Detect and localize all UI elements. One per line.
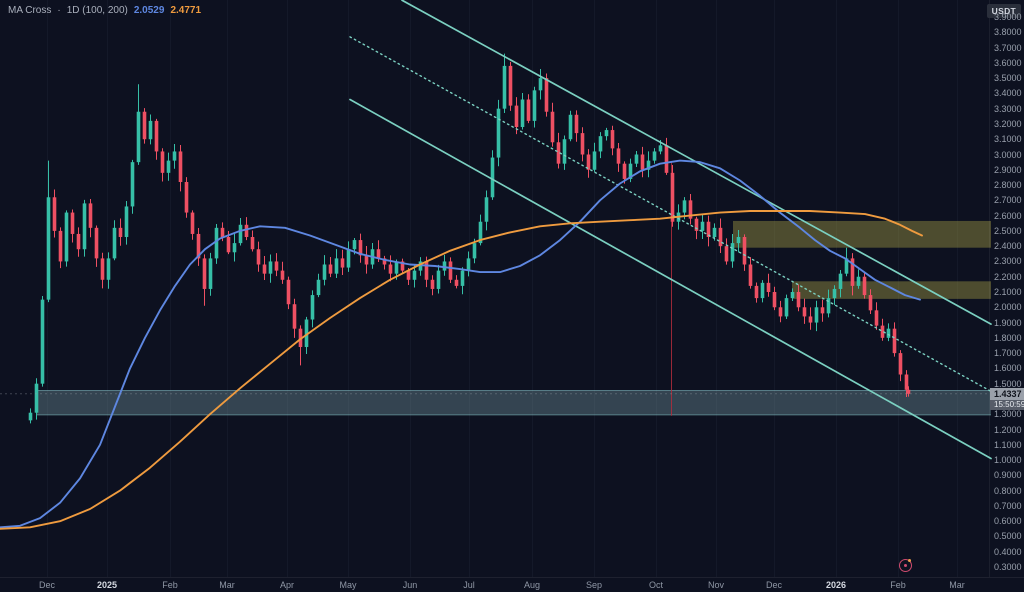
indicator-legend[interactable]: MA Cross · 1D (100, 200) 2.0529 2.4771 [8, 5, 201, 16]
price-tick: 2.2000 [994, 271, 1022, 282]
price-tick: 3.8000 [994, 27, 1022, 38]
time-tick: Feb [890, 580, 906, 590]
last-price-value: 1.4337 [990, 387, 1024, 400]
price-tick: 1.3000 [994, 409, 1022, 420]
price-tick: 2.0000 [994, 302, 1022, 313]
last-price-label: 1.4337 15:50:59 [990, 387, 1024, 410]
price-tick: 3.3000 [994, 103, 1022, 114]
time-axis[interactable]: Dec 2025 Feb Mar Apr May Jun Jul Aug Sep Oct Nov Dec… [0, 577, 1024, 592]
price-tick: 3.1000 [994, 134, 1022, 145]
price-tick: 3.7000 [994, 42, 1022, 53]
indicator-title: MA Cross [8, 5, 52, 16]
time-tick: Jul [463, 580, 475, 590]
price-tick: 1.9000 [994, 317, 1022, 328]
price-tick: 1.2000 [994, 424, 1022, 435]
price-tick: 3.0000 [994, 149, 1022, 160]
time-tick: Dec [38, 580, 56, 590]
price-tick: 1.7000 [994, 348, 1022, 359]
price-tick: 2.1000 [994, 287, 1022, 297]
price-tick: 0.4000 [994, 546, 1022, 557]
ma200-value: 2.4771 [170, 5, 202, 16]
price-tick: 3.2000 [994, 118, 1022, 129]
price-tick: 1.8000 [994, 332, 1022, 343]
time-tick: Nov [707, 580, 725, 590]
event-marker-core-icon [904, 564, 907, 567]
ma100-value: 2.0529 [133, 5, 165, 16]
price-tick: 3.4000 [994, 88, 1022, 99]
price-tick: 2.7000 [994, 195, 1022, 206]
time-tick: 2025 [96, 580, 118, 590]
price-tick: 1.5000 [994, 378, 1022, 389]
bar-countdown: 15:50:59 [990, 399, 1024, 410]
time-tick: Oct [648, 580, 664, 590]
price-tick: 0.8000 [994, 485, 1022, 496]
price-tick: 1.6000 [994, 363, 1022, 374]
price-tick: 2.9000 [994, 164, 1022, 175]
price-tick: 2.6000 [994, 210, 1022, 221]
indicator-separator: · [57, 5, 61, 16]
price-tick: 2.4000 [994, 241, 1022, 252]
price-tick: 1.0000 [994, 455, 1022, 466]
event-marker-icon[interactable] [899, 559, 912, 572]
indicator-detail: 1D (100, 200) [66, 5, 128, 16]
price-tick: 1.1000 [994, 439, 1022, 450]
time-tick: Jun [402, 580, 418, 590]
time-tick: Apr [279, 580, 295, 590]
price-tick: 2.8000 [994, 180, 1022, 191]
price-tick: 3.6000 [994, 57, 1022, 68]
price-tick: 0.6000 [994, 516, 1022, 527]
price-tick: 3.9000 [994, 12, 1022, 22]
price-tick: 2.3000 [994, 256, 1022, 267]
event-marker-dot-icon [908, 559, 911, 562]
time-tick: May [339, 580, 357, 590]
currency-button[interactable]: USDT [986, 4, 1021, 18]
time-tick: Feb [162, 580, 178, 590]
time-tick: 2026 [825, 580, 847, 590]
time-tick: Aug [523, 580, 541, 590]
time-tick: Sep [585, 580, 603, 590]
time-tick: Mar [219, 580, 235, 590]
price-tick: 0.7000 [994, 500, 1022, 511]
price-tick: 2.5000 [994, 225, 1022, 236]
price-axis[interactable]: USDT 3.9000 3.8000 3.7000 3.6000 3.5000 3.400… [986, 0, 1024, 578]
price-tick: 0.3000 [994, 562, 1022, 572]
price-tick: 0.9000 [994, 470, 1022, 481]
time-tick: Mar [949, 580, 965, 590]
price-tick: 0.5000 [994, 531, 1022, 542]
time-tick: Dec [765, 580, 783, 590]
price-tick: 3.5000 [994, 73, 1022, 84]
